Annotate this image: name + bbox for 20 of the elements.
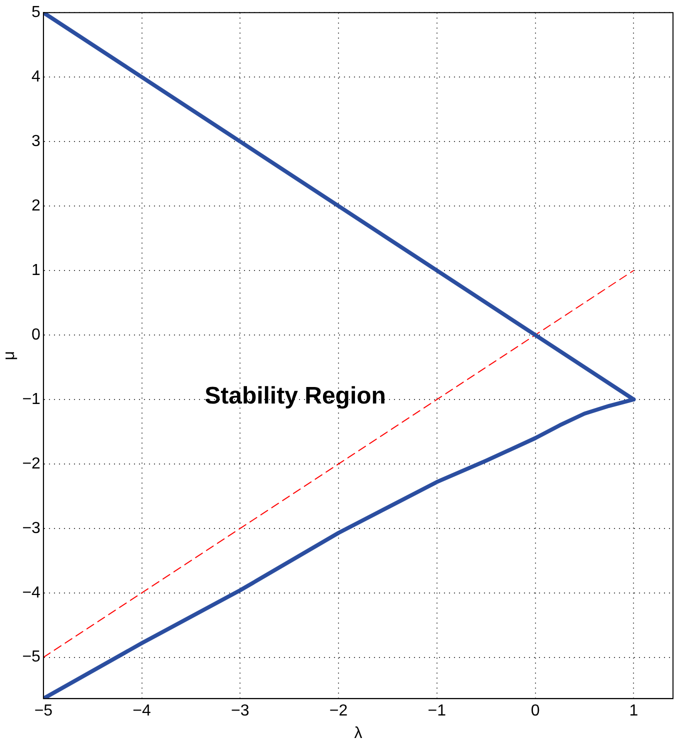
x-tick-label: 0 xyxy=(530,702,540,720)
y-tick-label: 0 xyxy=(32,326,41,344)
x-axis-title: λ xyxy=(354,724,362,742)
y-tick-label: 1 xyxy=(32,262,41,279)
x-tick-label: −3 xyxy=(231,702,250,720)
x-tick-label: 1 xyxy=(629,702,638,720)
y-tick-label: −1 xyxy=(22,390,41,408)
y-tick-label: 3 xyxy=(32,132,41,150)
y-tick-label: −4 xyxy=(22,584,41,602)
y-axis-title: μ xyxy=(1,350,18,360)
x-tick-label: −1 xyxy=(428,702,446,720)
x-tick-label: −4 xyxy=(132,702,152,720)
y-tick-label: −2 xyxy=(22,455,41,472)
annotation: Stability Region xyxy=(204,382,386,410)
y-tick-label: −3 xyxy=(22,520,41,537)
y-tick-label: 4 xyxy=(32,68,41,86)
y-tick-label: 2 xyxy=(32,197,41,214)
y-tick-label: −5 xyxy=(22,648,41,666)
x-tick-label: −2 xyxy=(329,702,348,720)
y-tick-label: 5 xyxy=(32,4,41,22)
